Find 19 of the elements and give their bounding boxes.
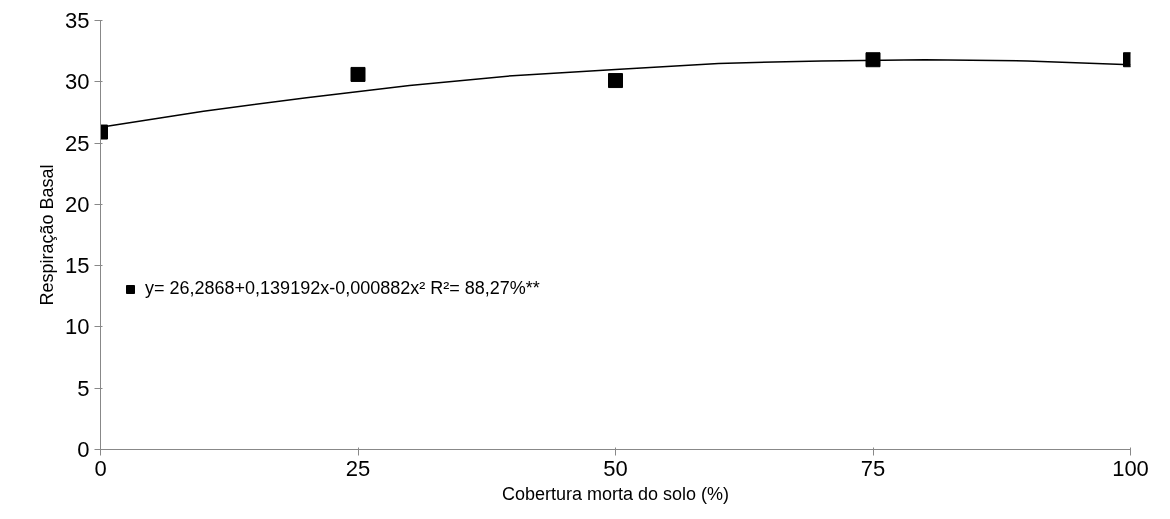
x-tick-label: 75	[860, 455, 886, 481]
point	[608, 73, 623, 89]
y-tick-label: 25	[65, 130, 90, 156]
y-tick-label: 0	[77, 437, 90, 462]
point	[350, 66, 366, 82]
y-tick-label: 30	[65, 69, 90, 95]
y-axis-title: Respiração Basal	[37, 164, 58, 306]
x-tick-label: 25	[345, 455, 371, 481]
x-tick-label: 100	[1112, 455, 1149, 481]
y-tick-label: 15	[65, 253, 90, 279]
y-tick-label: 5	[77, 375, 90, 401]
x-axis-title: Cobertura morta do solo (%)	[501, 483, 730, 504]
y-tick-label: 35	[65, 8, 90, 33]
legend-label: y= 26,2868+0,139192x-0,000882x² R²= 88,27%**	[145, 278, 540, 299]
point	[865, 52, 881, 68]
y-tick-label: 10	[65, 314, 90, 340]
y-tick-label: 20	[65, 191, 90, 217]
x-tick-label: 0	[94, 455, 107, 481]
x-tick-label: 50	[603, 455, 628, 481]
